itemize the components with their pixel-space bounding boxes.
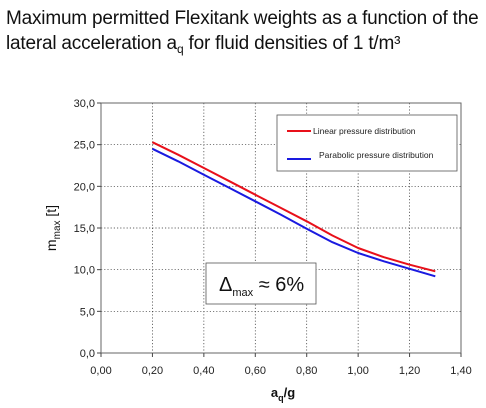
chart-title-line-2-start: lateral acceleration a (6, 33, 177, 54)
svg-text:Δmax ≈ 6%: Δmax ≈ 6% (219, 274, 304, 299)
x-axis-label-rest: /g (284, 385, 296, 400)
y-axis-label: mmax [t] (43, 205, 63, 251)
chart-title-subscript: q (176, 42, 184, 56)
delta-annotation: Δmax ≈ 6% (205, 262, 317, 305)
y-tick-label: 25,0 (74, 140, 95, 152)
series-line-linear (151, 141, 436, 273)
series-lines (151, 141, 436, 278)
delta-value: ≈ 6% (253, 274, 304, 296)
x-tick-label: 1,20 (399, 365, 420, 377)
legend-label-parabolic: Parabolic pressure distribution (319, 150, 434, 160)
y-tick-label: 30,0 (74, 98, 95, 110)
legend: Linear pressure distribution Parabolic p… (276, 114, 458, 172)
y-axis-label-unit: [t] (43, 205, 59, 221)
y-tick-label: 20,0 (74, 181, 95, 193)
chart-title: Maximum permitted Flexitank weights as a… (6, 6, 482, 56)
x-axis-label-sub: q (278, 393, 284, 403)
x-tick-label: 1,00 (347, 365, 368, 377)
y-tick-label: 10,0 (74, 265, 95, 277)
legend-box (276, 114, 458, 172)
axis-ticks: 0,00 0,20 0,40 0,60 0,80 1,00 1,20 1,40 0,0 5,0 10… (74, 98, 472, 377)
x-tick-label: 0,60 (245, 365, 266, 377)
y-axis-label-sub: max (52, 220, 63, 239)
chart-title-line-1: Maximum permitted Flexitank weights as a… (6, 8, 479, 29)
x-tick-label: 0,80 (296, 365, 317, 377)
chart-title-line-2: lateral acceleration aq for fluid densit… (6, 31, 482, 56)
y-tick-label: 5,0 (80, 306, 95, 318)
legend-label-linear: Linear pressure distribution (313, 126, 416, 136)
y-tick-label: 15,0 (74, 223, 95, 235)
y-tick-label: 0,0 (80, 348, 95, 360)
delta-annotation-box (205, 262, 317, 305)
x-tick-label: 1,40 (450, 365, 471, 377)
x-axis-label-main: a (271, 385, 279, 400)
x-tick-label: 0,40 (193, 365, 214, 377)
x-axis-label: aq/g (271, 385, 295, 403)
delta-subscript: max (232, 287, 253, 299)
x-tick-label: 0,20 (142, 365, 163, 377)
chart-title-line-2-end: for fluid densities of 1 t/m³ (183, 33, 401, 54)
x-tick-label: 0,00 (90, 365, 111, 377)
delta-symbol: Δ (219, 274, 232, 296)
y-axis-label-main: m (43, 239, 59, 251)
series-line-parabolic (151, 147, 436, 278)
